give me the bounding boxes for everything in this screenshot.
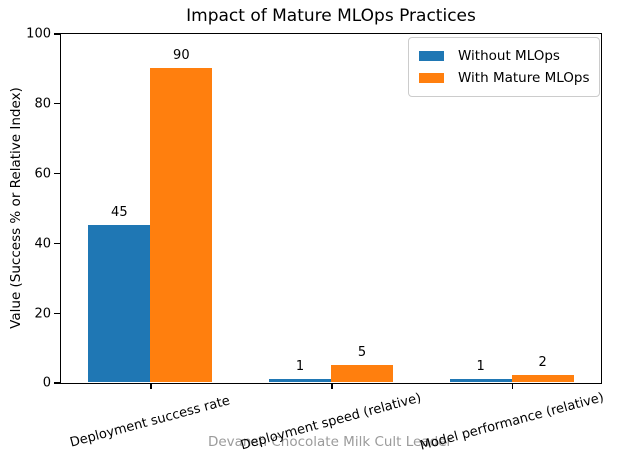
- bar-without-mlops: [269, 378, 331, 383]
- x-tick-mark: [511, 384, 514, 389]
- watermark-text: Devansh Chocolate Milk Cult Leader: [207, 434, 453, 450]
- y-tick-label: 20: [34, 306, 51, 322]
- x-tick-mark: [150, 384, 152, 389]
- legend-label: Without MLOps: [458, 48, 560, 64]
- bar-with-mature-mlops: [511, 375, 574, 383]
- legend-swatch-icon: [419, 51, 444, 61]
- legend-item: With Mature MLOps: [419, 67, 589, 89]
- legend-swatch-icon: [419, 73, 444, 83]
- y-tick-label: 80: [34, 96, 51, 112]
- y-tick-label: 100: [26, 26, 51, 42]
- y-tick-mark: [54, 102, 60, 105]
- legend: Without MLOps With Mature MLOps: [408, 37, 601, 97]
- bar-value-label: 5: [357, 344, 367, 360]
- bar-value-label: 90: [173, 47, 190, 63]
- bar-without-mlops: [88, 225, 151, 383]
- y-tick-mark: [54, 172, 60, 175]
- y-axis-label: Value (Success % or Relative Index): [8, 87, 24, 329]
- bar-value-label: 1: [295, 358, 305, 374]
- y-tick-label: 0: [42, 375, 51, 391]
- legend-item: Without MLOps: [419, 45, 589, 67]
- chart-title: Impact of Mature MLOps Practices: [186, 6, 476, 26]
- x-axis-category-label: Model performance (relative): [418, 390, 606, 454]
- bar-without-mlops: [449, 378, 512, 383]
- bar-with-mature-mlops: [331, 364, 393, 383]
- bar-value-label: 45: [111, 205, 128, 221]
- y-tick-mark: [54, 33, 60, 35]
- y-tick-label: 60: [34, 166, 51, 182]
- legend-label: With Mature MLOps: [458, 70, 590, 86]
- y-tick-label: 40: [34, 236, 51, 252]
- y-tick-mark: [54, 382, 60, 384]
- x-tick-mark: [331, 384, 333, 389]
- y-tick-mark: [54, 242, 60, 245]
- bar-with-mature-mlops: [150, 67, 213, 383]
- bar-value-label: 2: [538, 355, 547, 371]
- bar-value-label: 1: [476, 358, 485, 374]
- y-tick-mark: [54, 312, 60, 315]
